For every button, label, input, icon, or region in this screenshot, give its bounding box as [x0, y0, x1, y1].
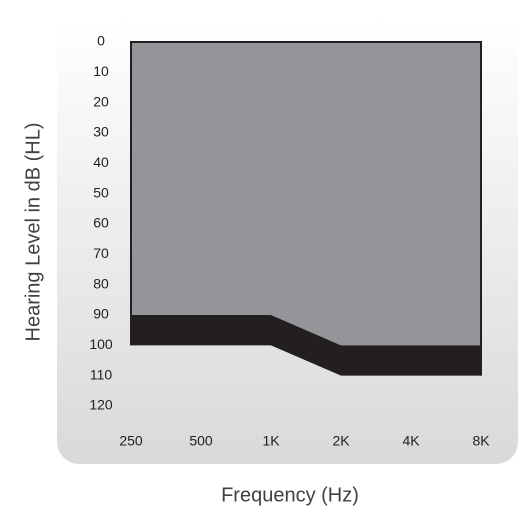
y-tick-label: 80 [93, 275, 109, 291]
x-tick-label: 500 [189, 433, 213, 449]
x-tick-label: 4K [402, 433, 420, 449]
y-tick-label: 30 [93, 124, 109, 140]
y-tick-label: 10 [93, 63, 109, 79]
y-axis-label: Hearing Level in dB (HL) [22, 123, 44, 342]
y-tick-label: 70 [93, 245, 109, 261]
frame [130, 41, 482, 376]
x-axis-label: Frequency (Hz) [221, 484, 359, 506]
y-tick-label: 0 [97, 33, 105, 49]
y-tick-label: 110 [90, 366, 113, 382]
y-tick-label: 120 [89, 397, 113, 413]
y-tick-label: 40 [93, 154, 109, 170]
x-tick-label: 2K [332, 433, 350, 449]
y-tick-label: 50 [93, 184, 109, 200]
x-tick-label: 1K [262, 433, 280, 449]
y-tick-label: 100 [89, 336, 113, 352]
y-tick-label: 20 [93, 93, 109, 109]
area [131, 315, 481, 376]
x-tick-label: 250 [119, 433, 143, 449]
y-tick-label: 60 [93, 215, 109, 231]
y-tick-label: 90 [93, 306, 109, 322]
area [131, 42, 481, 346]
x-tick-label: 8K [472, 433, 490, 449]
